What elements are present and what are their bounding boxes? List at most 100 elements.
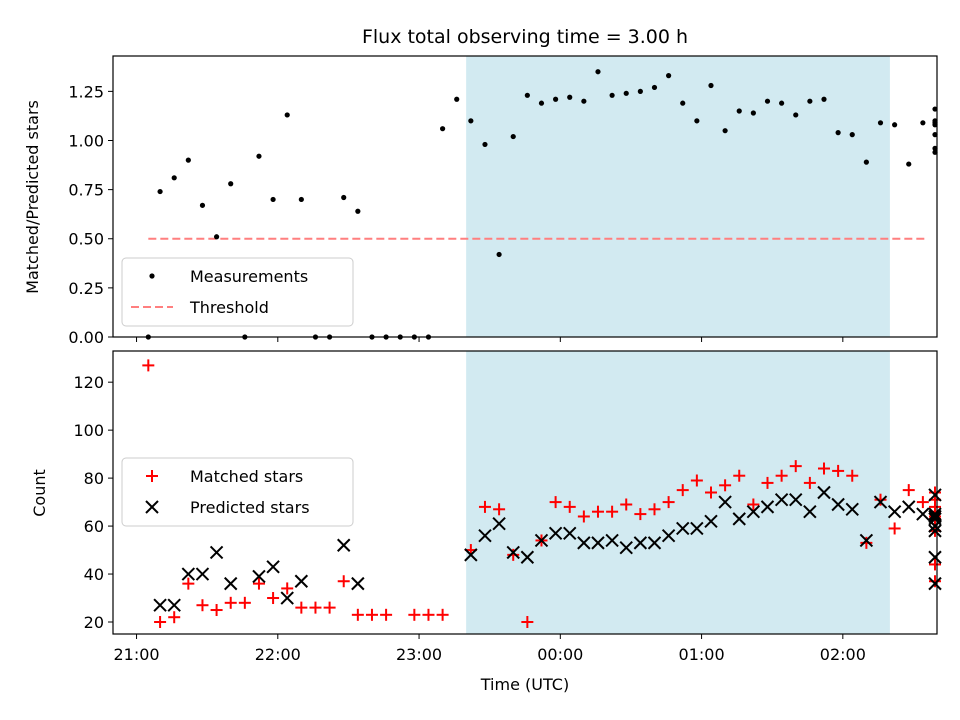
matched-star-point — [929, 486, 941, 499]
legend-label-matched: Matched stars — [190, 467, 303, 486]
bottom-x-ticks: 21:00 22:00 23:00 00:00 01:00 02:00 — [113, 634, 866, 664]
measurement-point — [623, 90, 629, 96]
measurement-point — [849, 132, 855, 138]
predicted-star-point — [690, 521, 704, 536]
y-tick-label: 40 — [84, 565, 104, 584]
predicted-star-point — [181, 567, 196, 581]
measurement-point — [482, 141, 488, 148]
legend-marker-measurements — [149, 273, 155, 279]
matched-star-point — [761, 476, 774, 489]
predicted-star-point — [224, 576, 238, 591]
y-tick-label: 60 — [84, 517, 104, 536]
y-tick-label: 20 — [84, 613, 104, 632]
matched-star-point — [690, 474, 703, 487]
top-y-axis-label: Matched/Predicted stars — [23, 100, 42, 294]
x-b — [167, 598, 181, 612]
measurement-point — [213, 234, 220, 240]
predicted-star-point — [928, 576, 942, 591]
predicted-star-point — [647, 536, 662, 550]
bottom-legend-box — [121, 457, 354, 527]
measurement-point — [524, 92, 530, 98]
predicted-star-point — [153, 598, 167, 612]
measurement-point — [680, 100, 686, 106]
matched-star-point — [606, 505, 619, 518]
predicted-star-point — [167, 598, 181, 612]
measurement-point — [440, 126, 446, 132]
predicted-star-point — [831, 497, 845, 512]
predicted-star-point — [845, 502, 859, 516]
x-b — [224, 576, 238, 591]
x-axis-label: Time (UTC) — [480, 675, 569, 694]
matched-star-point — [507, 548, 520, 561]
predicted-star-point — [916, 507, 930, 521]
measurement-point — [863, 159, 869, 165]
y-tick-label: 0.50 — [68, 230, 104, 249]
measurement-point — [920, 120, 926, 126]
bottom-observing-window — [466, 351, 890, 634]
measurement-point — [694, 118, 700, 124]
measurement-point — [877, 120, 884, 126]
x-b — [351, 576, 365, 591]
measurement-point — [171, 175, 177, 181]
predicted-star-point — [506, 545, 520, 560]
x-tick-label: 22:00 — [255, 645, 301, 664]
measurement-point — [595, 69, 601, 75]
predicted-star-point — [534, 533, 549, 548]
y-tick-label: 1.25 — [68, 82, 104, 101]
predicted-star-point — [252, 569, 266, 584]
x-b — [928, 507, 942, 521]
predicted-star-point — [464, 548, 478, 562]
measurement-point — [750, 110, 756, 116]
matched-star-point — [238, 596, 251, 609]
x-b — [873, 495, 888, 509]
x-b — [928, 509, 942, 524]
predicted-star-point — [591, 536, 605, 550]
measurement-point — [609, 92, 615, 98]
measurement-point — [157, 188, 163, 195]
measurement-point — [637, 88, 643, 94]
x-b — [760, 500, 775, 514]
measurement-point — [807, 98, 813, 104]
x-tick-label: 02:00 — [820, 645, 866, 664]
predicted-star-point — [676, 521, 690, 536]
matched-star-point — [436, 608, 449, 621]
x-b — [492, 516, 506, 531]
x-b — [803, 504, 817, 519]
x-b — [195, 567, 210, 581]
predicted-star-point — [605, 533, 619, 548]
top-legend-box — [121, 257, 354, 327]
shaded-window — [466, 351, 890, 634]
x-b — [661, 528, 676, 543]
matched-star-point — [902, 484, 915, 497]
top-x-ticks — [136, 337, 844, 342]
measurement-point — [341, 194, 347, 201]
matched-star-point — [521, 616, 534, 629]
matched-star-point — [365, 608, 378, 621]
measurement-point — [270, 196, 276, 203]
measurement-point — [355, 208, 361, 214]
predicted-star-point — [928, 550, 942, 564]
top-plot-frame — [112, 55, 938, 338]
matched-star-point — [182, 577, 195, 590]
measurement-point — [779, 100, 785, 106]
x-b — [746, 504, 761, 519]
bottom-plot-frame — [112, 350, 938, 635]
top-panel: Flux total observing time = 3.00 h 0.000… — [23, 26, 938, 347]
measurement-point — [199, 202, 206, 208]
x-b — [928, 524, 942, 538]
x-b — [577, 536, 591, 550]
x-b — [506, 545, 520, 560]
matched-star-markers — [142, 359, 941, 629]
y-tick-label: 1.00 — [68, 131, 104, 150]
top-chart-title: Flux total observing time = 3.00 h — [362, 26, 688, 48]
matched-star-point — [408, 608, 421, 621]
matched-star-point — [929, 558, 941, 571]
matched-star-point — [916, 496, 929, 509]
measurement-point — [454, 96, 460, 102]
x-b — [478, 528, 492, 543]
top-legend: Measurements Threshold — [121, 257, 354, 327]
predicted-star-point — [195, 567, 210, 581]
x-b — [928, 576, 942, 591]
matched-star-point — [563, 500, 576, 513]
